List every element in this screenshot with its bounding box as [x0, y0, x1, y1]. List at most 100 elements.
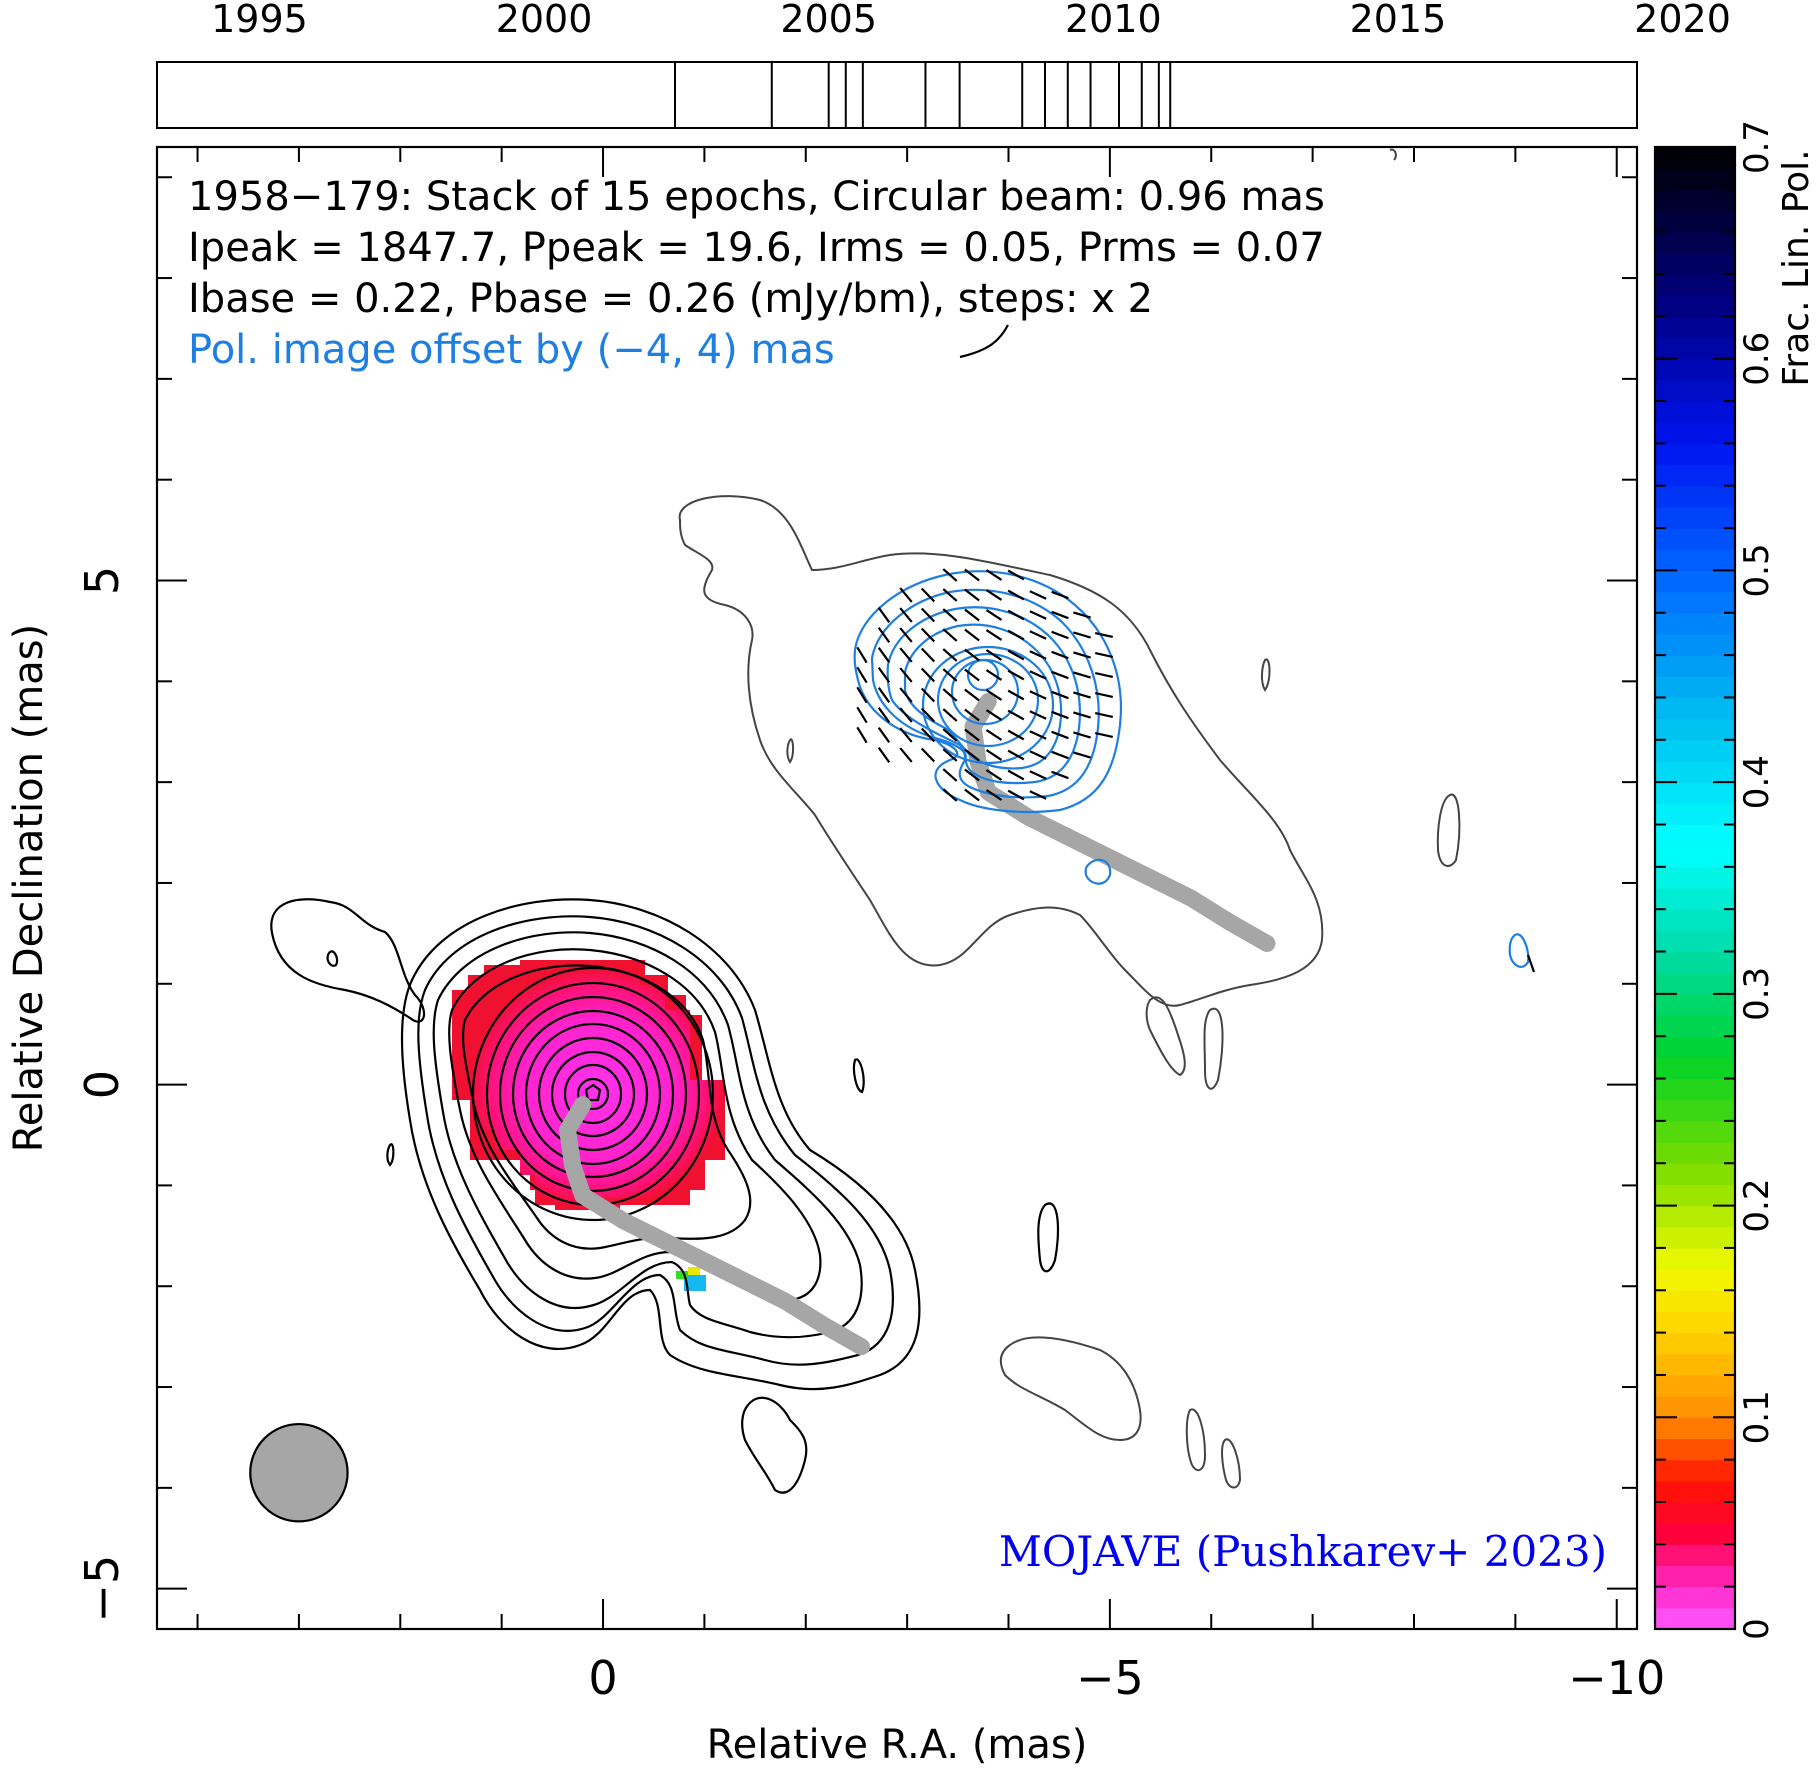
- evpa-tick: [1007, 669, 1025, 681]
- evpa-tick: [1051, 730, 1069, 740]
- pol-offset-note: Pol. image offset by (−4, 4) mas: [188, 327, 835, 373]
- evpa-tick: [877, 727, 891, 743]
- evpa-tick: [942, 668, 958, 682]
- evpa-tick: [920, 707, 936, 723]
- x-tick-label: −10: [1568, 1651, 1665, 1705]
- colorbar-band: [1655, 824, 1735, 847]
- colorbar-band: [1655, 485, 1735, 508]
- colorbar-band: [1655, 1501, 1735, 1524]
- evpa-tick: [1029, 770, 1047, 780]
- colorbar-band: [1655, 739, 1735, 762]
- evpa-tick: [964, 648, 980, 662]
- evpa-tick: [877, 607, 891, 623]
- x-axis-label: Relative R.A. (mas): [707, 1722, 1088, 1768]
- colorbar-band: [1655, 358, 1735, 381]
- colorbar-band: [1655, 570, 1735, 593]
- evpa-tick: [1051, 750, 1069, 760]
- colorbar-band: [1655, 1184, 1735, 1207]
- x-tick-label: 0: [588, 1651, 617, 1705]
- evpa-ticks: [856, 568, 1536, 973]
- evpa-tick: [964, 668, 980, 682]
- colorbar-band: [1655, 1396, 1735, 1418]
- evpa-tick: [1073, 711, 1091, 719]
- evpa-tick: [1007, 769, 1025, 781]
- colorbar-band: [1655, 1290, 1735, 1313]
- evpa-tick: [1029, 710, 1047, 720]
- evpa-tick: [964, 628, 980, 642]
- colorbar-tick-label: 0.4: [1737, 755, 1777, 809]
- colorbar-band: [1655, 189, 1735, 212]
- colorbar-band: [1655, 316, 1735, 339]
- colorbar-tick-label: 0: [1737, 1618, 1777, 1640]
- colorbar-band: [1655, 866, 1735, 889]
- evpa-tick: [985, 749, 1003, 761]
- evpa-tick: [1007, 589, 1025, 601]
- evpa-tick: [942, 688, 958, 702]
- evpa-tick: [899, 747, 913, 763]
- evpa-tick: [1073, 611, 1091, 619]
- evpa-tick: [1073, 691, 1091, 699]
- colorbar-band: [1655, 612, 1735, 635]
- colorbar-tick-label: 0.7: [1737, 120, 1777, 174]
- colorbar-band: [1655, 1332, 1735, 1355]
- evpa-tick: [1007, 709, 1025, 721]
- evpa-tick: [1094, 732, 1114, 738]
- evpa-tick: [899, 627, 913, 643]
- colorbar-band: [1655, 760, 1735, 783]
- colorbar-bands: [1655, 147, 1735, 1630]
- evpa-tick: [942, 708, 958, 722]
- evpa-tick: [1029, 610, 1047, 620]
- evpa-tick: [1094, 632, 1114, 638]
- evpa-tick: [1029, 630, 1047, 640]
- timeline-year-label: 1995: [211, 0, 308, 41]
- evpa-tick: [1007, 749, 1025, 761]
- evpa-tick: [964, 768, 980, 782]
- evpa-tick: [1007, 729, 1025, 741]
- evpa-tick: [899, 607, 913, 623]
- colorbar-band: [1655, 1036, 1735, 1058]
- colorbar-band: [1655, 782, 1735, 804]
- evpa-tick: [899, 727, 913, 743]
- evpa-tick: [1094, 712, 1114, 718]
- evpa-tick: [920, 747, 936, 763]
- evpa-tick: [964, 568, 980, 582]
- evpa-tick: [942, 768, 958, 782]
- plot-frame: [155, 145, 1639, 1631]
- colorbar-band: [1655, 1353, 1735, 1376]
- evpa-tick: [1051, 630, 1069, 640]
- intensity-contours-offset: [678, 148, 1461, 1489]
- evpa-tick: [942, 728, 958, 742]
- stats-line: Ipeak = 1847.7, Ppeak = 19.6, Irms = 0.0…: [188, 225, 1325, 271]
- evpa-tick: [985, 589, 1003, 601]
- colorbar-band: [1655, 1311, 1735, 1334]
- colorbar-band: [1655, 633, 1735, 656]
- colorbar-band: [1655, 972, 1735, 995]
- y-tick-labels: 5 0 −5: [75, 566, 129, 1623]
- timeline-year-label: 2000: [496, 0, 593, 41]
- evpa-tick: [1029, 590, 1047, 600]
- colorbar-band: [1655, 401, 1735, 423]
- colorbar-band: [1655, 379, 1735, 402]
- evpa-tick: [856, 706, 868, 724]
- evpa-tick: [942, 628, 958, 642]
- evpa-tick: [1073, 671, 1091, 679]
- colorbar-band: [1655, 845, 1735, 868]
- colorbar-band: [1655, 1565, 1735, 1588]
- evpa-tick: [899, 587, 913, 603]
- evpa-tick: [920, 647, 936, 663]
- evpa-tick: [920, 727, 936, 743]
- evpa-tick: [985, 569, 1003, 581]
- colorbar-band: [1655, 210, 1735, 233]
- evpa-tick: [877, 687, 891, 703]
- colorbar-band: [1655, 422, 1735, 444]
- timeline-year-labels: 1995 2000 2005 2010 2015 2020: [211, 0, 1731, 41]
- evpa-tick: [899, 707, 913, 723]
- evpa-tick: [899, 667, 913, 683]
- evpa-tick: [856, 666, 868, 684]
- colorbar-tick-labels: 0 0.1 0.2 0.3 0.4 0.5 0.6 0.7: [1737, 120, 1777, 1640]
- evpa-tick: [1051, 610, 1069, 620]
- colorbar-band: [1655, 1374, 1735, 1397]
- colorbar-band: [1655, 951, 1735, 974]
- colorbar-band: [1655, 993, 1735, 1016]
